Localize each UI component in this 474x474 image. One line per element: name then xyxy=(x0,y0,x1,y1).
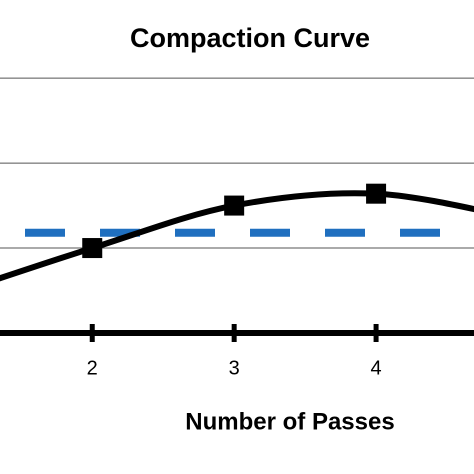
marker xyxy=(224,195,245,216)
grid xyxy=(0,77,474,249)
marker xyxy=(82,238,103,259)
x-axis: 2 3 4 xyxy=(0,324,474,379)
marker xyxy=(366,183,387,204)
x-axis-label: Number of Passes xyxy=(185,408,394,435)
x-tick-label: 4 xyxy=(371,357,382,379)
x-tick-label: 2 xyxy=(87,357,98,379)
chart-title: Compaction Curve xyxy=(130,23,370,53)
plot-area xyxy=(0,183,474,282)
x-tick-label: 3 xyxy=(229,357,240,379)
